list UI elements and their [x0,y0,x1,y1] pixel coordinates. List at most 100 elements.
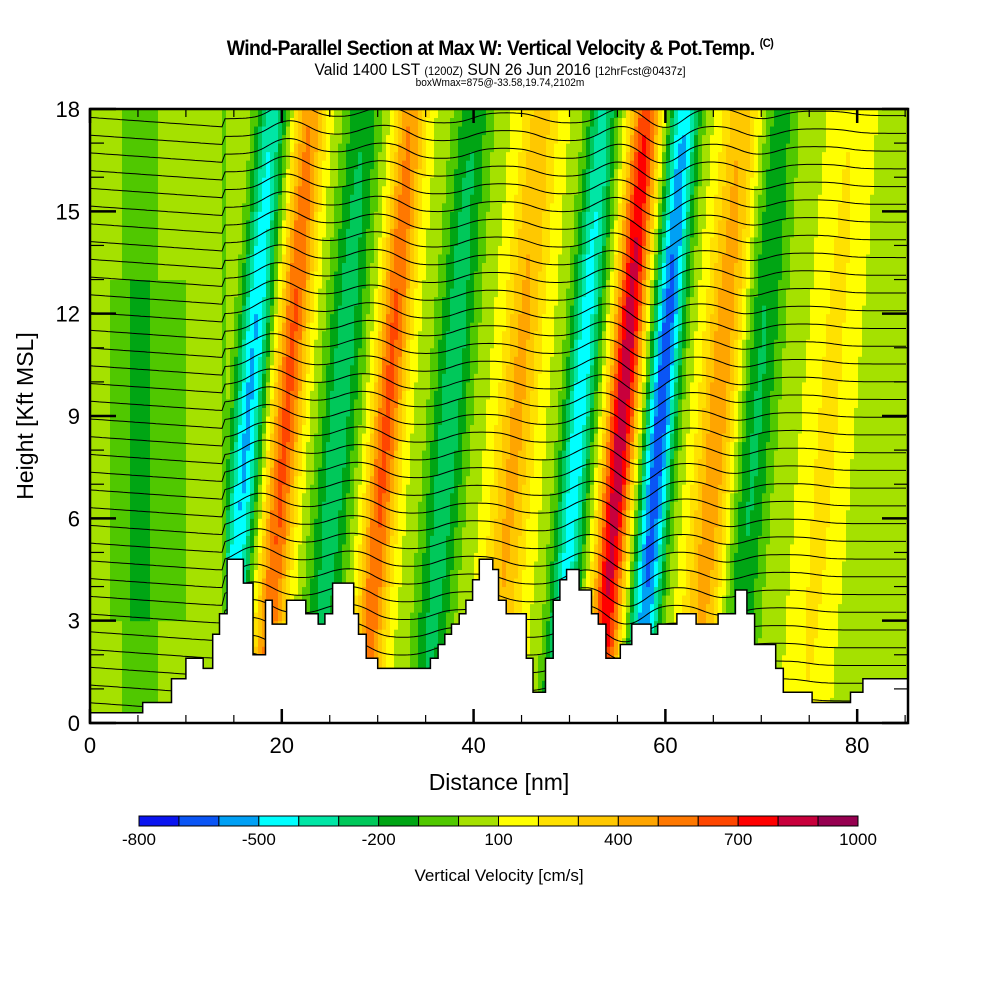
field-cell [518,151,523,229]
field-cell [638,535,643,562]
field-cell [314,211,319,272]
field-cell [278,228,283,263]
field-cell [358,424,363,485]
x-tick-label: 0 [84,733,96,758]
field-cell [450,569,455,664]
field-cell [550,560,555,613]
field-cell [238,347,243,391]
field-cell [450,211,455,289]
theta-contour [90,510,906,536]
field-cell [494,109,499,298]
field-cell [226,398,231,460]
field-cell [558,390,563,451]
field-cell [710,313,715,383]
field-cell [718,151,723,221]
field-cell [754,296,759,391]
field-cell [302,109,307,153]
field-cell [238,501,243,511]
field-cell [322,160,327,238]
field-cell [774,339,779,451]
field-cell [582,467,587,502]
field-cell [250,492,255,519]
field-cell [606,185,611,238]
field-cell [642,450,647,477]
field-cell [226,458,231,511]
field-cell [638,117,643,153]
field-cell [246,330,251,383]
field-cell [606,313,611,357]
field-cell [286,492,291,536]
field-cell [494,424,499,519]
field-cell [354,305,359,400]
field-cell [510,109,515,238]
field-cell [782,109,787,221]
field-cell [294,219,299,289]
field-cell [310,322,315,391]
field-cell [790,543,795,723]
field-cell [662,501,667,528]
field-cell [650,253,655,281]
field-cell [778,279,783,400]
field-cell [266,450,271,485]
field-cell [598,339,603,383]
field-cell [582,296,587,426]
field-cell [446,330,451,536]
field-cell [314,339,319,434]
field-cell [326,441,331,630]
field-cell [602,330,607,366]
field-cell [250,253,255,289]
field-cell [442,202,447,298]
field-cell [734,109,739,161]
field-cell [290,484,295,528]
field-cell [450,492,455,570]
field-cell [626,151,631,178]
y-tick-label: 9 [68,404,80,429]
field-cell [666,245,671,289]
field-cell [242,202,247,263]
field-cell [654,330,659,357]
field-cell [806,109,811,340]
field-cell [386,501,391,545]
field-cell [674,381,679,417]
field-cell [750,236,755,289]
field-cell [802,381,807,723]
field-cell [378,330,383,374]
field-cell [502,202,507,332]
field-cell [706,185,711,289]
field-cell [570,305,575,349]
theta-contour [90,368,906,395]
field-cell [266,151,271,229]
field-cell [138,279,143,622]
field-cell [646,219,651,255]
field-cell [622,339,627,451]
field-cell [254,612,259,647]
field-cell [762,373,767,494]
field-cell [834,433,839,647]
field-cell [490,151,495,349]
field-cell [394,543,399,630]
field-cell [278,330,283,366]
field-cell [342,185,347,263]
field-cell [206,109,211,723]
field-cell [382,322,387,357]
field-cell [450,288,455,494]
field-cell [482,262,487,451]
field-cell [262,578,267,647]
field-cell [158,109,163,281]
colorbar-segment [817,815,859,827]
field-cell [810,109,815,289]
field-cell [526,253,531,340]
field-cell [366,484,371,528]
field-cell [638,151,643,272]
field-cell [694,330,699,434]
field-cell [278,407,283,460]
field-cell [690,194,695,238]
field-cell [534,330,539,426]
field-cell [274,279,279,315]
field-cell [274,381,279,417]
field-cell [458,398,463,485]
colorbar-segment [378,815,420,827]
field-cell [642,356,647,383]
field-cell [858,109,863,357]
field-cell [342,262,347,468]
